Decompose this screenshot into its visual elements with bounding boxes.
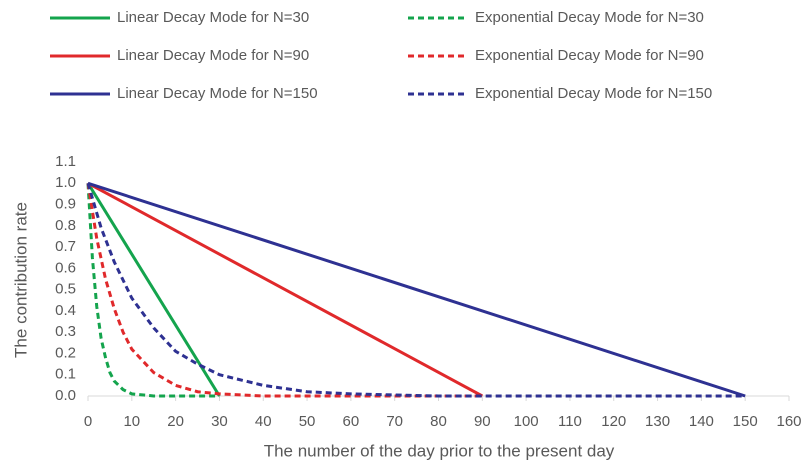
y-tick-label: 1.1 <box>55 153 76 170</box>
y-tick-label: 1.0 <box>55 174 76 191</box>
x-tick-label: 110 <box>558 413 582 430</box>
y-tick-label: 0.8 <box>55 217 76 234</box>
x-tick-label: 80 <box>430 413 447 430</box>
y-tick-label: 0.3 <box>55 323 76 340</box>
x-tick-label: 40 <box>255 413 272 430</box>
y-tick-label: 0.0 <box>55 387 76 404</box>
x-tick-label: 150 <box>733 413 758 430</box>
legend-label: Exponential Decay Mode for N=30 <box>475 9 704 26</box>
x-tick-label: 60 <box>343 413 360 430</box>
series-line <box>87 181 484 398</box>
y-tick-label: 0.5 <box>55 281 76 298</box>
x-tick-label: 120 <box>601 413 626 430</box>
x-tick-label: 10 <box>123 413 140 430</box>
x-tick-label: 160 <box>776 413 801 430</box>
y-tick-label: 0.7 <box>55 238 76 255</box>
x-tick-label: 20 <box>167 413 184 430</box>
x-axis-title: The number of the day prior to the prese… <box>264 441 615 460</box>
legend-label: Exponential Decay Mode for N=150 <box>475 85 712 102</box>
x-tick-label: 70 <box>386 413 403 430</box>
series-line <box>87 181 746 398</box>
y-tick-label: 0.4 <box>55 302 76 319</box>
y-axis-title: The contribution rate <box>11 202 30 358</box>
legend-label: Linear Decay Mode for N=30 <box>117 9 309 26</box>
x-tick-label: 0 <box>84 413 92 430</box>
legend-label: Linear Decay Mode for N=90 <box>117 47 309 64</box>
x-tick-label: 140 <box>689 413 714 430</box>
y-tick-label: 0.2 <box>55 344 76 361</box>
series-line <box>86 182 221 397</box>
x-tick-label: 100 <box>514 413 539 430</box>
series-line <box>86 183 483 398</box>
series-line <box>86 183 220 398</box>
x-tick-label: 130 <box>645 413 670 430</box>
y-tick-label: 0.1 <box>55 366 76 383</box>
legend-label: Linear Decay Mode for N=150 <box>117 85 318 102</box>
y-tick-label: 0.6 <box>55 259 76 276</box>
y-tick-label: 0.9 <box>55 196 76 213</box>
x-tick-label: 50 <box>299 413 316 430</box>
legend-label: Exponential Decay Mode for N=90 <box>475 47 704 64</box>
x-tick-label: 90 <box>474 413 491 430</box>
x-tick-label: 30 <box>211 413 228 430</box>
